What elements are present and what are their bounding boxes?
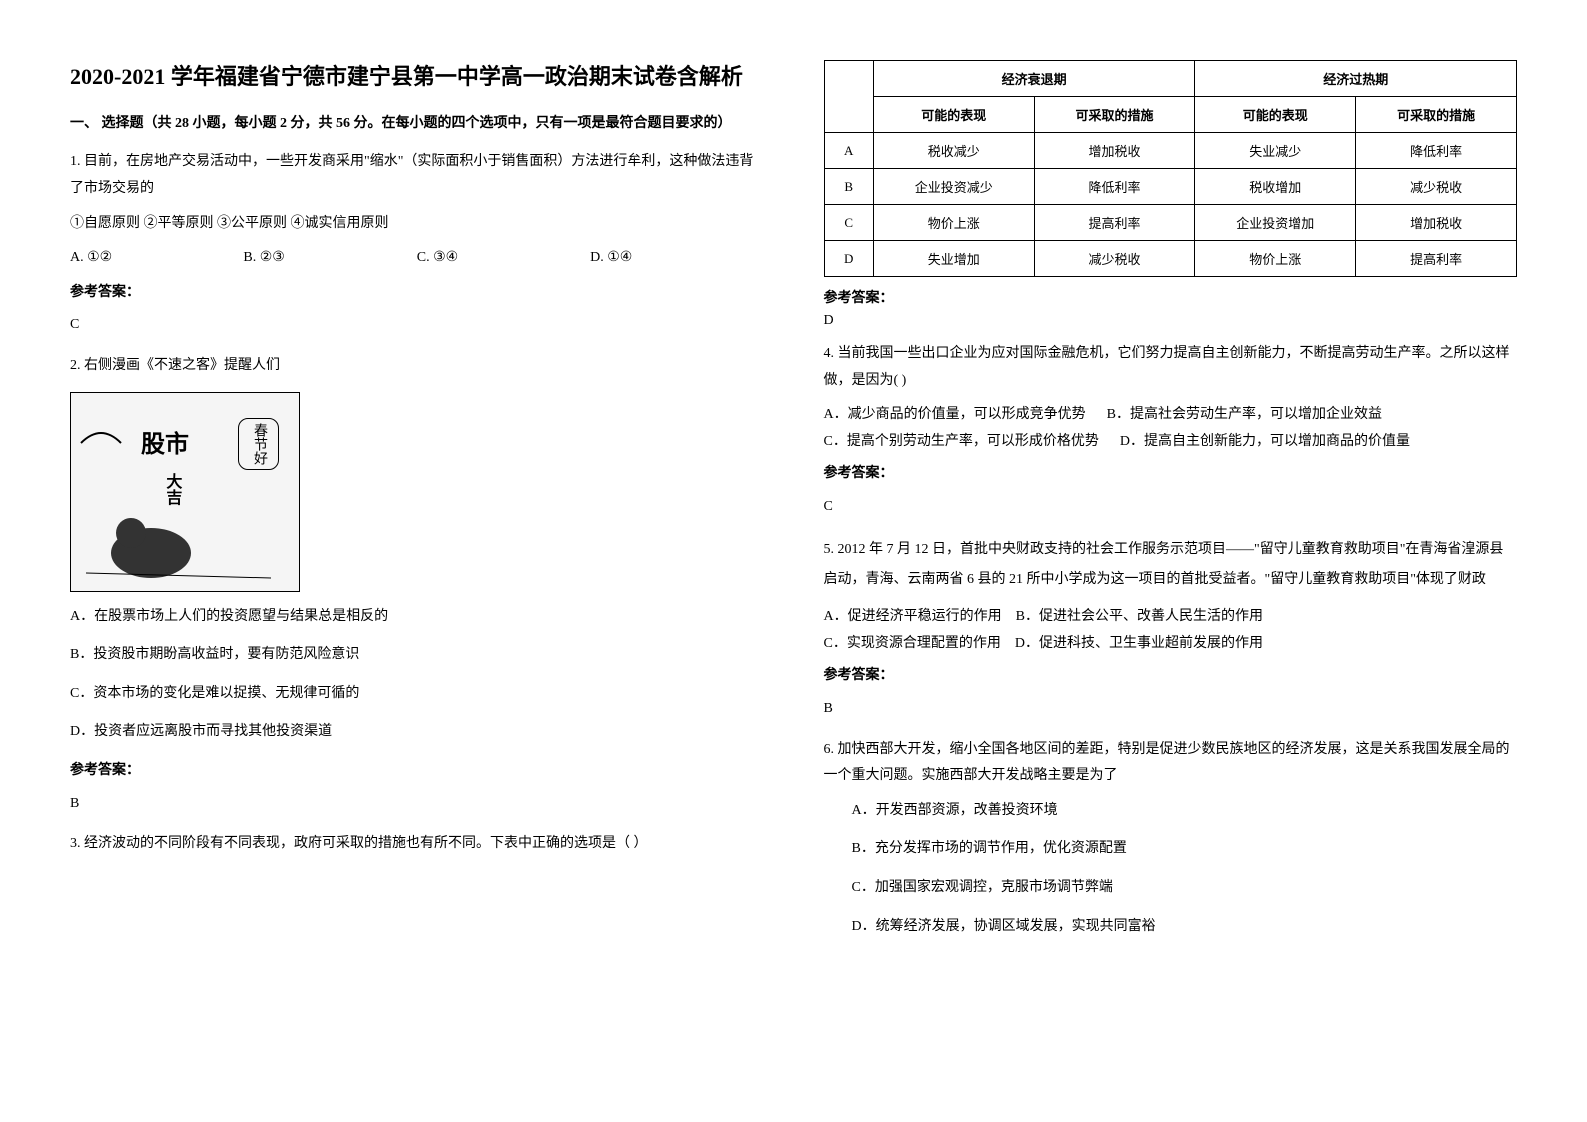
- section-header: 一、 选择题（共 28 小题，每小题 2 分，共 56 分。在每小题的四个选项中…: [70, 113, 764, 135]
- row-D-c1: 失业增加: [873, 241, 1034, 277]
- q6-optC: C．加强国家宏观调控，克服市场调节弊端: [824, 875, 1518, 902]
- q4-optC: C．提高个别劳动生产率，可以形成价格优势: [824, 434, 1099, 449]
- q4-text: 4. 当前我国一些出口企业为应对国际金融危机，它们努力提高自主创新能力，不断提高…: [824, 341, 1518, 394]
- row-B-c2: 降低利率: [1034, 169, 1195, 205]
- q6-optB: B．充分发挥市场的调节作用，优化资源配置: [824, 836, 1518, 863]
- q4-optD: D．提高自主创新能力，可以增加商品的价值量: [1120, 434, 1410, 449]
- table-header-1: 经济衰退期: [873, 61, 1195, 97]
- q4-opts-row1: A．减少商品的价值量，可以形成竞争优势 B．提高社会劳动生产率，可以增加企业效益: [824, 402, 1518, 429]
- right-column: 经济衰退期 经济过热期 可能的表现 可采取的措施 可能的表现 可采取的措施 A …: [794, 60, 1548, 1082]
- q4-answer-label: 参考答案：: [824, 461, 1518, 488]
- q4-answer: C: [824, 494, 1518, 521]
- question-2: 2. 右侧漫画《不速之客》提醒人们 股市 春节好 大吉 A．在股票市场上人们的投…: [70, 353, 764, 817]
- row-A-c1: 税收减少: [873, 133, 1034, 169]
- q1-answer-label: 参考答案：: [70, 280, 764, 307]
- q3-answer-label: 参考答案：: [824, 287, 1518, 307]
- row-B-c4: 减少税收: [1356, 169, 1517, 205]
- q1-options: A. ①② B. ②③ C. ③④ D. ①④: [70, 245, 764, 272]
- q5-optB: B．促进社会公平、改善人民生活的作用: [1016, 609, 1263, 624]
- question-5: 5. 2012 年 7 月 12 日，首批中央财政支持的社会工作服务示范项目——…: [824, 535, 1518, 723]
- row-B-c3: 税收增加: [1195, 169, 1356, 205]
- row-B-label: B: [824, 169, 873, 205]
- q5-optA: A．促进经济平稳运行的作用: [824, 609, 1002, 624]
- table-sub1: 可能的表现: [873, 97, 1034, 133]
- table-row: A 税收减少 增加税收 失业减少 降低利率: [824, 133, 1517, 169]
- table-sub3: 可能的表现: [1195, 97, 1356, 133]
- q4-opts-row2: C．提高个别劳动生产率，可以形成价格优势 D．提高自主创新能力，可以增加商品的价…: [824, 429, 1518, 456]
- question-3-intro: 3. 经济波动的不同阶段有不同表现，政府可采取的措施也有所不同。下表中正确的选项…: [70, 831, 764, 858]
- row-A-label: A: [824, 133, 873, 169]
- q5-optC: C．实现资源合理配置的作用: [824, 636, 1001, 651]
- row-A-c2: 增加税收: [1034, 133, 1195, 169]
- q3-text: 3. 经济波动的不同阶段有不同表现，政府可采取的措施也有所不同。下表中正确的选项…: [70, 831, 764, 858]
- row-D-c2: 减少税收: [1034, 241, 1195, 277]
- q1-text: 1. 目前，在房地产交易活动中，一些开发商采用"缩水"（实际面积小于销售面积）方…: [70, 149, 764, 202]
- q2-optC: C．资本市场的变化是难以捉摸、无规律可循的: [70, 681, 764, 708]
- table-sub2: 可采取的措施: [1034, 97, 1195, 133]
- q5-optD: D．促进科技、卫生事业超前发展的作用: [1015, 636, 1263, 651]
- q4-optA: A．减少商品的价值量，可以形成竞争优势: [824, 407, 1086, 422]
- left-column: 2020-2021 学年福建省宁德市建宁县第一中学高一政治期末试卷含解析 一、 …: [40, 60, 794, 1082]
- q1-optC: C. ③④: [417, 245, 590, 272]
- table-row: B 企业投资减少 降低利率 税收增加 减少税收: [824, 169, 1517, 205]
- row-C-c2: 提高利率: [1034, 205, 1195, 241]
- row-C-c1: 物价上涨: [873, 205, 1034, 241]
- cartoon-image: 股市 春节好 大吉: [70, 392, 300, 592]
- q5-text: 5. 2012 年 7 月 12 日，首批中央财政支持的社会工作服务示范项目——…: [824, 535, 1518, 597]
- q2-optA: A．在股票市场上人们的投资愿望与结果总是相反的: [70, 604, 764, 631]
- row-A-c4: 降低利率: [1356, 133, 1517, 169]
- q5-opts-row1: A．促进经济平稳运行的作用 B．促进社会公平、改善人民生活的作用: [824, 604, 1518, 631]
- row-C-c4: 增加税收: [1356, 205, 1517, 241]
- q2-answer: B: [70, 791, 764, 818]
- row-D-c3: 物价上涨: [1195, 241, 1356, 277]
- q2-options: A．在股票市场上人们的投资愿望与结果总是相反的 B．投资股市期盼高收益时，要有防…: [70, 604, 764, 746]
- q1-optA: A. ①②: [70, 245, 243, 272]
- q6-text: 6. 加快西部大开发，缩小全国各地区间的差距，特别是促进少数民族地区的经济发展，…: [824, 737, 1518, 790]
- row-C-c3: 企业投资增加: [1195, 205, 1356, 241]
- row-B-c1: 企业投资减少: [873, 169, 1034, 205]
- table-sub4: 可采取的措施: [1356, 97, 1517, 133]
- q4-optB: B．提高社会劳动生产率，可以增加企业效益: [1107, 407, 1382, 422]
- table-row: C 物价上涨 提高利率 企业投资增加 增加税收: [824, 205, 1517, 241]
- q5-answer: B: [824, 696, 1518, 723]
- table-row: D 失业增加 减少税收 物价上涨 提高利率: [824, 241, 1517, 277]
- q6-optA: A．开发西部资源，改善投资环境: [824, 798, 1518, 825]
- exam-title: 2020-2021 学年福建省宁德市建宁县第一中学高一政治期末试卷含解析: [70, 60, 764, 93]
- q6-options: A．开发西部资源，改善投资环境 B．充分发挥市场的调节作用，优化资源配置 C．加…: [824, 798, 1518, 940]
- question-4: 4. 当前我国一些出口企业为应对国际金融危机，它们努力提高自主创新能力，不断提高…: [824, 341, 1518, 521]
- table-header-2: 经济过热期: [1195, 61, 1517, 97]
- q2-optB: B．投资股市期盼高收益时，要有防范风险意识: [70, 642, 764, 669]
- q5-opts-row2: C．实现资源合理配置的作用 D．促进科技、卫生事业超前发展的作用: [824, 631, 1518, 658]
- q5-answer-label: 参考答案：: [824, 663, 1518, 690]
- q2-text: 2. 右侧漫画《不速之客》提醒人们: [70, 353, 764, 380]
- q1-answer: C: [70, 312, 764, 339]
- q1-principles: ①自愿原则 ②平等原则 ③公平原则 ④诚实信用原则: [70, 211, 764, 238]
- q2-answer-label: 参考答案：: [70, 758, 764, 785]
- q2-optD: D．投资者应远离股市而寻找其他投资渠道: [70, 719, 764, 746]
- row-C-label: C: [824, 205, 873, 241]
- question-6: 6. 加快西部大开发，缩小全国各地区间的差距，特别是促进少数民族地区的经济发展，…: [824, 737, 1518, 941]
- question-1: 1. 目前，在房地产交易活动中，一些开发商采用"缩水"（实际面积小于销售面积）方…: [70, 149, 764, 339]
- q6-optD: D．统筹经济发展，协调区域发展，实现共同富裕: [824, 914, 1518, 941]
- row-D-label: D: [824, 241, 873, 277]
- q3-table: 经济衰退期 经济过热期 可能的表现 可采取的措施 可能的表现 可采取的措施 A …: [824, 60, 1518, 277]
- q1-optB: B. ②③: [243, 245, 416, 272]
- row-D-c4: 提高利率: [1356, 241, 1517, 277]
- table-blank-header: [824, 61, 873, 133]
- q1-optD: D. ①④: [590, 245, 763, 272]
- row-A-c3: 失业减少: [1195, 133, 1356, 169]
- q3-answer: D: [824, 313, 1518, 329]
